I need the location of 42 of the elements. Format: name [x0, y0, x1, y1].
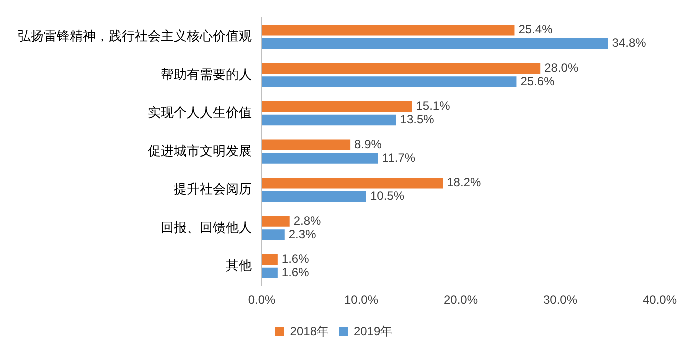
- bar: [262, 254, 278, 266]
- data-label: 1.6%: [282, 252, 310, 266]
- x-tick-label: 0.0%: [248, 293, 276, 308]
- bar: [262, 102, 412, 112]
- x-tick-label: 10.0%: [344, 293, 379, 308]
- data-label: 15.1%: [416, 99, 451, 114]
- bar: [262, 230, 285, 240]
- bar: [262, 268, 278, 279]
- bar: [262, 191, 366, 202]
- data-label: 10.5%: [370, 189, 405, 204]
- data-label: 28.0%: [544, 60, 579, 75]
- data-label: 13.5%: [400, 112, 435, 127]
- x-tick-label: 20.0%: [444, 293, 478, 308]
- y-tick-label: 回报、回馈他人: [161, 220, 252, 235]
- bar: [262, 114, 396, 126]
- bar: [262, 38, 608, 50]
- y-tick-label: 促进城市文明发展: [148, 143, 252, 158]
- data-label: 2.3%: [288, 227, 317, 242]
- x-tick-label: 30.0%: [543, 293, 578, 308]
- bar: [262, 76, 517, 88]
- data-label: 1.6%: [282, 265, 310, 280]
- data-label: 25.6%: [520, 74, 556, 88]
- data-label: 2.8%: [294, 214, 322, 228]
- data-label: 18.2%: [447, 176, 482, 190]
- y-tick-label: 弘扬雷锋精神，践行社会主义核心价值观: [18, 28, 252, 44]
- x-tick-label: 40.0%: [642, 293, 678, 308]
- bar: [262, 63, 541, 74]
- data-label: 25.4%: [518, 22, 554, 37]
- bar: [262, 216, 290, 227]
- y-tick-label: 实现个人人生价值: [148, 105, 252, 120]
- data-label: 34.8%: [612, 36, 647, 50]
- bar: [262, 140, 351, 150]
- bar: [262, 178, 444, 189]
- legend-label: 2018年: [290, 324, 330, 338]
- data-label: 11.7%: [382, 150, 416, 165]
- y-tick-label: 提升社会阅历: [174, 182, 252, 197]
- data-label: 8.9%: [354, 137, 382, 152]
- y-tick-label: 其他: [226, 258, 252, 274]
- bar: [262, 153, 378, 164]
- y-tick-label: 帮助有需要的人: [161, 66, 252, 82]
- legend-label: 2019年: [354, 324, 393, 338]
- bar: [262, 25, 515, 36]
